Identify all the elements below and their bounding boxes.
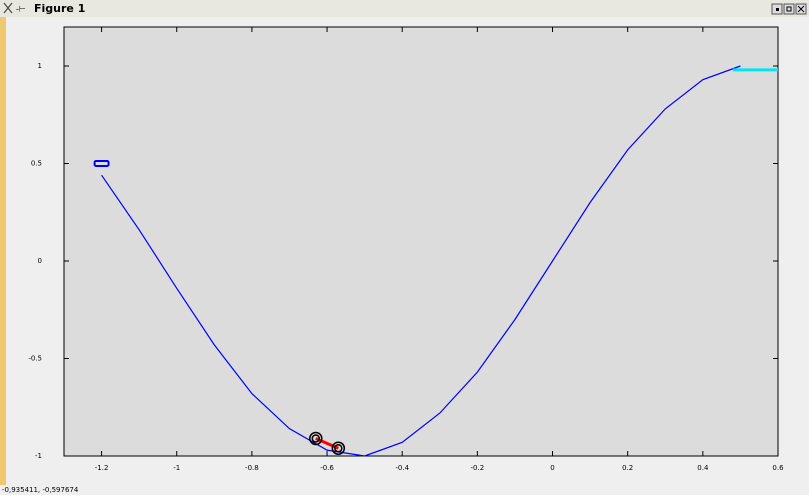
- window-title: Figure 1: [34, 2, 85, 15]
- y-tick-label: 1: [38, 62, 42, 70]
- y-tick-label: -0.5: [28, 355, 42, 363]
- status-bar: [0, 485, 809, 495]
- title-bar: [0, 0, 809, 17]
- x-tick-label: 0.6: [772, 464, 784, 472]
- y-tick-label: 0.5: [31, 160, 42, 168]
- x-tick-label: -0.8: [245, 464, 259, 472]
- status-text: -0,935411, -0,597674: [2, 486, 79, 494]
- x-tick-label: 0.4: [697, 464, 709, 472]
- x-tick-label: 0: [550, 464, 554, 472]
- page: -⊢ Figure 1 -0,935411, -0,597674 -1.2 -1 -…: [0, 0, 809, 499]
- plot-area: [64, 27, 778, 456]
- menu-icon[interactable]: -⊢: [16, 5, 26, 14]
- x-tick-label: 0.2: [622, 464, 633, 472]
- x-tick-label: -0.6: [320, 464, 334, 472]
- y-tick-label: 0: [38, 257, 42, 265]
- window: -⊢ Figure 1 -0,935411, -0,597674 -1.2 -1 -…: [0, 0, 809, 495]
- minimize-icon: [776, 8, 779, 11]
- window-buttons: [772, 4, 806, 14]
- x-tick-label: -1: [173, 464, 180, 472]
- x-tick-label: -0.2: [471, 464, 485, 472]
- maximize-button[interactable]: [784, 4, 794, 14]
- x-tick-label: -1.2: [95, 464, 109, 472]
- x-tick-label: -0.4: [395, 464, 409, 472]
- y-tick-label: -1: [35, 452, 42, 460]
